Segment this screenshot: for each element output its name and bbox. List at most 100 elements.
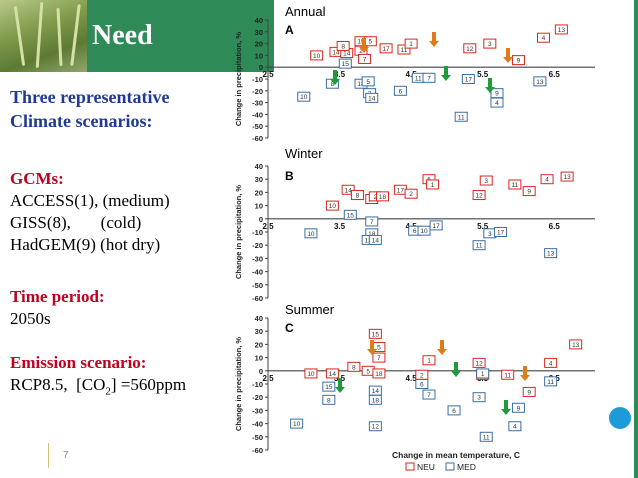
- y-tick-label: -40: [252, 110, 263, 119]
- data-point-label: 14: [345, 187, 353, 194]
- data-point-med: [479, 431, 493, 442]
- data-point-neu: [544, 357, 558, 368]
- y-tick-label: -20: [252, 241, 263, 250]
- data-point-label: 13: [563, 174, 571, 181]
- legend-label: MED: [457, 462, 476, 472]
- data-point-neu: [393, 184, 407, 195]
- data-point-label: 6: [399, 88, 403, 95]
- data-point-med: [422, 389, 436, 400]
- y-tick-label: 10: [255, 354, 263, 363]
- green-arrow: [444, 66, 448, 76]
- data-point-med: [365, 228, 379, 239]
- x-axis-label: Change in mean temperature, C: [392, 450, 520, 460]
- data-point-neu: [540, 174, 554, 185]
- data-point-label: 8: [341, 43, 345, 50]
- data-point-med: [393, 85, 407, 96]
- data-point-med: [354, 78, 368, 89]
- gcms-label: GCMs:: [10, 169, 64, 188]
- data-point-neu: [426, 179, 440, 190]
- data-point-neu: [372, 342, 386, 353]
- y-tick-label: -20: [252, 87, 263, 96]
- y-tick-label: 40: [255, 314, 263, 323]
- data-point-neu: [501, 369, 515, 380]
- data-point-neu: [365, 194, 379, 204]
- green-arrow-head: [451, 371, 461, 377]
- emission-value: RCP8.5, [CO2] =560ppm: [10, 375, 187, 398]
- data-point-label: 2: [420, 372, 424, 379]
- data-point-label: 9: [527, 389, 531, 396]
- y-axis-label: Change in precipitation, %: [234, 185, 243, 280]
- data-point-neu: [472, 357, 486, 368]
- data-point-label: 9: [495, 91, 499, 98]
- data-point-label: 10: [307, 231, 315, 238]
- y-tick-label: 0: [259, 367, 263, 376]
- data-point-label: 9: [527, 189, 531, 196]
- x-tick-label: 5.5: [477, 70, 489, 79]
- slide-number: 7: [63, 450, 69, 461]
- data-point-neu: [329, 46, 343, 57]
- orange-arrow: [440, 340, 444, 350]
- data-point-med: [490, 97, 504, 108]
- y-tick-label: -50: [252, 281, 263, 290]
- x-tick-label: 2.5: [262, 374, 274, 383]
- data-point-label: 11: [504, 372, 511, 379]
- data-point-neu: [397, 44, 411, 55]
- data-point-label: 18: [372, 397, 380, 404]
- nav-dot[interactable]: [609, 407, 631, 429]
- y-tick-label: 20: [255, 188, 263, 197]
- green-arrow-head: [330, 79, 340, 85]
- green-arrow: [488, 78, 492, 88]
- data-point-med: [511, 402, 525, 413]
- data-point-label: 7: [370, 219, 374, 226]
- data-point-neu: [472, 190, 486, 201]
- panel-letter: B: [285, 169, 294, 183]
- data-point-neu: [422, 174, 436, 185]
- slide-title: Need: [92, 20, 153, 51]
- green-arrow-head: [335, 387, 345, 393]
- chart-title: Annual: [285, 4, 326, 19]
- y-tick-label: 0: [259, 215, 263, 224]
- data-point-label: 1: [409, 41, 413, 48]
- data-point-med: [415, 379, 429, 389]
- data-point-label: 11: [458, 114, 465, 121]
- data-point-label: 11: [511, 182, 518, 189]
- heading-line-1: Three representative: [10, 87, 170, 107]
- data-point-label: 3: [477, 395, 481, 402]
- right-edge-bar: [634, 0, 638, 478]
- green-arrow-head: [441, 75, 451, 81]
- data-point-neu: [350, 190, 364, 201]
- data-point-label: 11: [483, 434, 490, 441]
- data-point-label: 14: [329, 371, 337, 378]
- y-tick-label: -60: [252, 134, 263, 143]
- data-point-label: 15: [325, 384, 333, 391]
- y-tick-label: 40: [255, 162, 263, 171]
- y-tick-label: -60: [252, 294, 263, 303]
- header-bar: [87, 0, 274, 72]
- data-point-label: 17: [397, 187, 405, 194]
- chart-title: Winter: [285, 146, 323, 161]
- orange-arrow: [432, 32, 436, 42]
- data-point-med: [422, 72, 436, 83]
- data-point-med: [361, 234, 375, 245]
- data-point-label: 10: [300, 94, 308, 101]
- y-tick-label: -50: [252, 433, 263, 442]
- data-point-label: 9: [517, 58, 521, 65]
- data-point-neu: [379, 43, 393, 54]
- green-arrow: [333, 70, 337, 80]
- data-point-neu: [375, 191, 389, 202]
- y-tick-label: -10: [252, 75, 263, 84]
- data-point-neu: [415, 369, 429, 380]
- data-point-label: 7: [427, 75, 431, 82]
- data-point-med: [461, 74, 475, 84]
- data-point-label: 1: [431, 182, 435, 189]
- data-point-label: 13: [547, 251, 555, 258]
- data-point-label: 8: [331, 81, 335, 88]
- data-point-label: 4: [495, 100, 499, 107]
- data-point-neu: [340, 48, 354, 59]
- data-point-neu: [560, 171, 574, 182]
- data-point-neu: [363, 36, 377, 47]
- y-tick-label: -30: [252, 254, 263, 263]
- orange-arrow: [362, 38, 366, 48]
- data-point-label: 10: [329, 203, 337, 210]
- data-point-neu: [522, 386, 536, 397]
